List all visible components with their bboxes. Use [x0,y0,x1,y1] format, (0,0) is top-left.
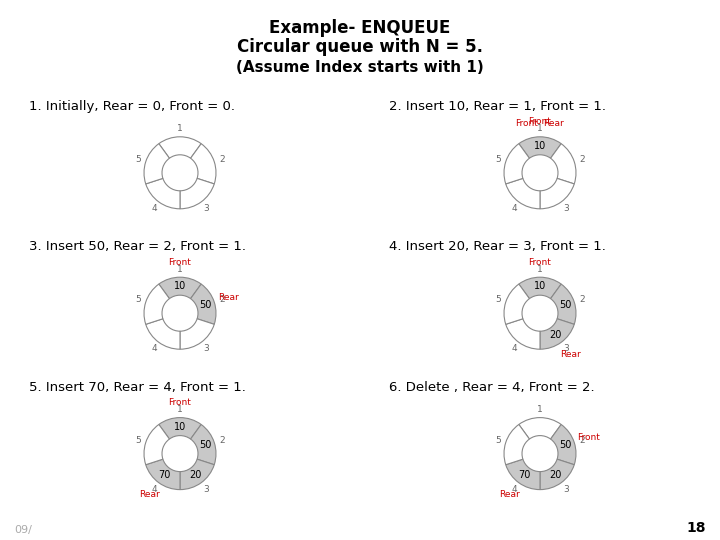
Text: 10: 10 [534,281,546,291]
Text: 10: 10 [174,281,186,291]
Wedge shape [191,284,216,325]
Wedge shape [159,137,201,158]
Text: 2: 2 [579,295,585,304]
Wedge shape [145,459,180,490]
Wedge shape [504,144,529,184]
Text: 5: 5 [135,155,141,164]
Wedge shape [144,144,169,184]
Text: 10: 10 [534,141,546,151]
Text: 20: 20 [549,470,562,481]
Wedge shape [519,137,561,158]
Text: 5: 5 [135,295,141,304]
Text: 1: 1 [537,405,543,414]
Wedge shape [180,459,215,490]
Wedge shape [145,178,180,209]
Wedge shape [519,417,561,439]
Text: Front: Front [168,398,192,407]
Text: 50: 50 [199,440,212,450]
Text: Circular queue with N = 5.: Circular queue with N = 5. [237,38,483,56]
Text: 1: 1 [177,124,183,133]
Text: 5: 5 [495,436,501,444]
Wedge shape [191,144,216,184]
Text: 5: 5 [495,155,501,164]
Text: 2: 2 [219,295,225,304]
Text: 70: 70 [518,470,531,481]
Text: 3: 3 [563,204,569,213]
Wedge shape [505,459,540,490]
Text: 2: 2 [219,155,225,164]
Text: 50: 50 [559,440,572,450]
Text: 6. Delete , Rear = 4, Front = 2.: 6. Delete , Rear = 4, Front = 2. [389,381,595,394]
Wedge shape [180,178,215,209]
Text: 3. Insert 50, Rear = 2, Front = 1.: 3. Insert 50, Rear = 2, Front = 1. [29,240,246,253]
Text: 5: 5 [135,436,141,444]
Text: 10: 10 [174,422,186,431]
Text: 4: 4 [511,484,517,494]
Text: 70: 70 [158,470,171,481]
Text: Rear: Rear [218,293,239,302]
Text: 2: 2 [579,155,585,164]
Text: Example- ENQUEUE: Example- ENQUEUE [269,19,451,37]
Text: 1: 1 [177,265,183,274]
Wedge shape [180,319,215,349]
Text: 3: 3 [203,204,209,213]
Text: 1. Initially, Rear = 0, Front = 0.: 1. Initially, Rear = 0, Front = 0. [29,100,235,113]
Wedge shape [505,178,540,209]
Text: 5: 5 [495,295,501,304]
Text: 4: 4 [511,344,517,353]
Wedge shape [519,277,561,299]
Wedge shape [191,424,216,465]
Text: 4. Insert 20, Rear = 3, Front = 1.: 4. Insert 20, Rear = 3, Front = 1. [389,240,606,253]
Wedge shape [540,319,575,349]
Text: 3: 3 [563,484,569,494]
Wedge shape [551,424,576,465]
Text: 4: 4 [151,484,157,494]
Wedge shape [145,319,180,349]
Text: 1: 1 [537,124,543,133]
Text: 50: 50 [199,300,212,310]
Text: 2. Insert 10, Rear = 1, Front = 1.: 2. Insert 10, Rear = 1, Front = 1. [389,100,606,113]
Wedge shape [159,277,201,299]
Text: 2: 2 [219,436,225,444]
Text: 09/: 09/ [14,524,32,535]
Wedge shape [551,284,576,325]
Text: Rear: Rear [559,350,580,359]
Text: 3: 3 [203,484,209,494]
Text: Front: Front [528,117,552,126]
Text: 3: 3 [203,344,209,353]
Text: 4: 4 [511,204,517,213]
Wedge shape [504,424,529,465]
Wedge shape [540,178,575,209]
Text: (Assume Index starts with 1): (Assume Index starts with 1) [236,60,484,76]
Wedge shape [144,424,169,465]
Text: 4: 4 [151,344,157,353]
Text: 20: 20 [189,470,202,481]
Text: 20: 20 [549,330,562,340]
Text: 2: 2 [579,436,585,444]
Text: 1: 1 [537,265,543,274]
Text: Rear: Rear [543,119,564,128]
Text: Front: Front [516,119,539,128]
Text: 18: 18 [686,521,706,535]
Wedge shape [504,284,529,325]
Text: 50: 50 [559,300,572,310]
Wedge shape [144,284,169,325]
Text: 5. Insert 70, Rear = 4, Front = 1.: 5. Insert 70, Rear = 4, Front = 1. [29,381,246,394]
Wedge shape [540,459,575,490]
Text: Rear: Rear [140,490,161,500]
Text: Front: Front [168,258,192,267]
Text: Rear: Rear [500,490,521,500]
Text: Front: Front [528,258,552,267]
Text: Front: Front [577,433,600,442]
Wedge shape [505,319,540,349]
Text: 4: 4 [151,204,157,213]
Text: 3: 3 [563,344,569,353]
Wedge shape [159,417,201,439]
Wedge shape [551,144,576,184]
Text: 1: 1 [177,405,183,414]
